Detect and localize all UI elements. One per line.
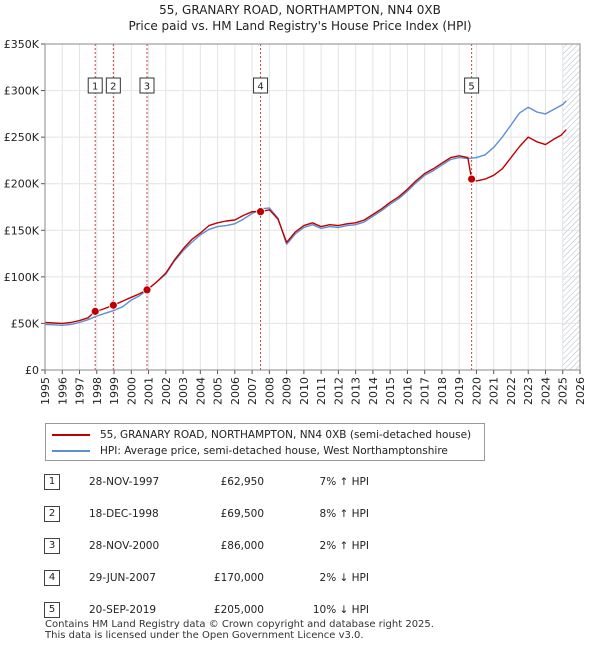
- forecast-hatch-region: [562, 44, 580, 370]
- sale-price: £69,500: [220, 508, 264, 520]
- y-tick-label: £100K: [4, 271, 40, 284]
- sale-hpi-diff: 10% ↓ HPI: [312, 604, 369, 616]
- table-row: 3 28-NOV-2000 £86,000 2% ↑ HPI: [44, 538, 444, 554]
- x-tick-label: 1996: [56, 377, 69, 405]
- legend-label-hpi: HPI: Average price, semi-detached house,…: [100, 445, 448, 457]
- x-tick-label: 2000: [125, 377, 138, 405]
- sale-number-box: [87, 77, 103, 94]
- plot-frame: [44, 43, 581, 371]
- footer-line-2: This data is licensed under the Open Gov…: [45, 630, 364, 641]
- sale-point: [90, 306, 100, 316]
- x-tick-label: 1998: [91, 377, 104, 405]
- legend-label-price-paid: 55, GRANARY ROAD, NORTHAMPTON, NN4 0XB (…: [100, 429, 472, 441]
- x-tick-label: 2004: [194, 377, 207, 405]
- x-tick-label: 2011: [315, 377, 328, 405]
- x-tick-label: 2001: [143, 377, 156, 405]
- x-tick-label: 2024: [539, 377, 552, 405]
- sale-number-box: [139, 77, 155, 94]
- x-tick-label: 2005: [212, 377, 225, 405]
- sale-number-label: 5: [468, 82, 474, 93]
- x-tick-label: 2008: [263, 377, 276, 405]
- legend-item-price-paid: 55, GRANARY ROAD, NORTHAMPTON, NN4 0XB (…: [52, 427, 471, 443]
- sale-date: 18-DEC-1998: [89, 508, 159, 520]
- chart-subtitle: Price paid vs. HM Land Registry's House …: [128, 19, 472, 33]
- sale-number-label: 2: [110, 82, 116, 93]
- sale-number-label: 3: [144, 82, 150, 93]
- sale-number-badge: 5: [44, 602, 60, 618]
- sale-hpi-diff: 8% ↑ HPI: [319, 508, 369, 520]
- x-tick-label: 2012: [332, 377, 345, 405]
- table-row: 5 20-SEP-2019 £205,000 10% ↓ HPI: [44, 602, 444, 618]
- sale-hpi-diff: 7% ↑ HPI: [319, 476, 369, 488]
- sale-number-box: [105, 77, 121, 94]
- sale-point: [142, 285, 152, 295]
- legend-swatch-red: [52, 434, 90, 436]
- price-chart: 1 2 3 4 5 £0 £50K £100K £150K £200K £250K £300K £35…: [4, 38, 587, 405]
- sale-date: 28-NOV-2000: [89, 540, 160, 552]
- sale-hpi-diff: 2% ↓ HPI: [319, 572, 369, 584]
- sale-number-badge: 1: [44, 474, 60, 490]
- x-tick-label: 2002: [160, 377, 173, 405]
- y-tick-label: £250K: [4, 131, 40, 144]
- y-tick-label: £0: [25, 364, 39, 377]
- x-tick-label: 2026: [574, 377, 587, 405]
- x-tick-label: 2009: [281, 377, 294, 405]
- sale-number-box: [464, 77, 480, 94]
- table-row: 2 18-DEC-1998 £69,500 8% ↑ HPI: [44, 506, 444, 522]
- legend-swatch-blue: [52, 450, 90, 452]
- x-tick-label: 1999: [108, 377, 121, 405]
- x-tick-label: 2017: [419, 377, 432, 405]
- y-tick-label: £200K: [4, 178, 40, 191]
- sale-number-badge: 2: [44, 506, 60, 522]
- x-tick-label: 1997: [74, 377, 87, 405]
- sale-number-label: 4: [257, 82, 263, 93]
- x-tick-label: 2022: [505, 377, 518, 405]
- sale-number-label: 1: [92, 82, 98, 93]
- sale-date: 28-NOV-1997: [89, 476, 160, 488]
- x-tick-label: 2023: [522, 377, 535, 405]
- footer-copyright: Contains HM Land Registry data © Crown c…: [45, 619, 434, 641]
- x-tick-label: 2015: [384, 377, 397, 405]
- sale-number-badge: 4: [44, 570, 60, 586]
- x-tick-label: 2007: [246, 377, 259, 405]
- x-tick-label: 1995: [39, 377, 52, 405]
- table-row: 4 29-JUN-2007 £170,000 2% ↓ HPI: [44, 570, 444, 586]
- x-tick-label: 2003: [177, 377, 190, 405]
- x-tick-label: 2018: [436, 377, 449, 405]
- y-tick-label: £300K: [4, 85, 40, 98]
- x-tick-label: 2025: [557, 377, 570, 405]
- hpi-line: [44, 100, 567, 326]
- x-tick-label: 2014: [367, 377, 380, 405]
- x-tick-label: 2006: [229, 377, 242, 405]
- x-tick-label: 2021: [488, 377, 501, 405]
- x-tick-label: 2020: [470, 377, 483, 405]
- y-tick-label: £350K: [4, 38, 40, 51]
- sale-price: £86,000: [220, 540, 264, 552]
- sale-price: £62,950: [220, 476, 264, 488]
- y-tick-label: £50K: [11, 317, 40, 330]
- sale-date: 20-SEP-2019: [89, 604, 157, 616]
- sale-price: £205,000: [213, 604, 264, 616]
- x-tick-label: 2010: [298, 377, 311, 405]
- sale-point: [108, 300, 118, 310]
- x-tick-label: 2019: [453, 377, 466, 405]
- x-tick-label: 2016: [401, 377, 414, 405]
- sale-price: £170,000: [213, 572, 264, 584]
- x-tick-label: 2013: [350, 377, 363, 405]
- sale-hpi-diff: 2% ↑ HPI: [319, 540, 369, 552]
- y-tick-label: £150K: [4, 224, 40, 237]
- sale-date: 29-JUN-2007: [89, 572, 156, 584]
- price-paid-line: [44, 129, 567, 325]
- sale-number-box: [253, 77, 269, 94]
- sale-point: [256, 207, 265, 217]
- legend: 55, GRANARY ROAD, NORTHAMPTON, NN4 0XB (…: [45, 423, 485, 461]
- sale-number-badge: 3: [44, 538, 60, 554]
- legend-item-hpi: HPI: Average price, semi-detached house,…: [52, 443, 448, 459]
- table-row: 1 28-NOV-1997 £62,950 7% ↑ HPI: [44, 474, 444, 490]
- sale-point: [467, 174, 477, 184]
- footer-line-1: Contains HM Land Registry data © Crown c…: [45, 619, 434, 630]
- chart-title-address: 55, GRANARY ROAD, NORTHAMPTON, NN4 0XB: [159, 3, 441, 17]
